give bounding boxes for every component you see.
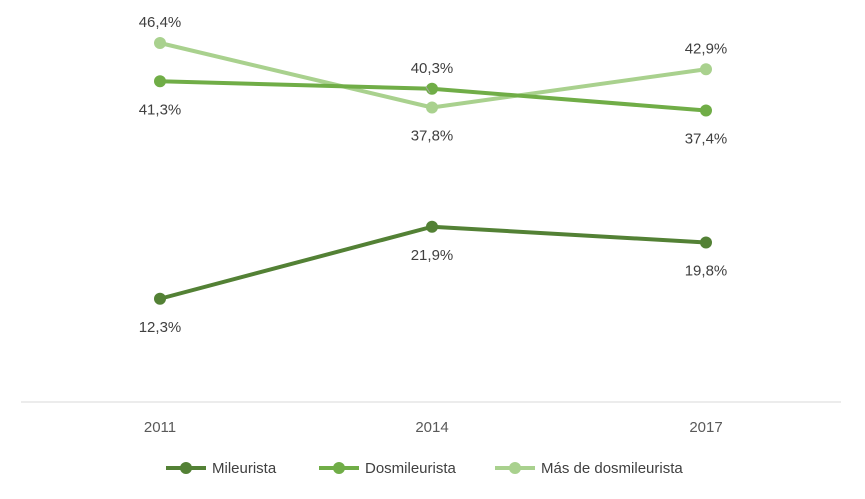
legend-label: Mileurista bbox=[212, 460, 277, 477]
data-point bbox=[426, 82, 438, 95]
legend-marker bbox=[180, 462, 192, 474]
x-tick-label: 2014 bbox=[415, 419, 448, 436]
x-tick-label: 2017 bbox=[689, 419, 722, 436]
legend-marker bbox=[333, 462, 345, 474]
legend-label: Más de dosmileurista bbox=[541, 460, 683, 477]
legend-item: Más de dosmileurista bbox=[495, 460, 683, 477]
data-point bbox=[700, 63, 712, 76]
data-label: 21,9% bbox=[411, 247, 454, 264]
legend-item: Dosmileurista bbox=[319, 460, 457, 477]
data-point bbox=[700, 236, 712, 249]
x-tick-label: 2011 bbox=[144, 419, 176, 436]
legend: Mileurista Dosmileurista Más de dosmileuri… bbox=[166, 460, 683, 477]
label-leader-line bbox=[425, 86, 431, 94]
data-label: 12,3% bbox=[139, 319, 182, 336]
data-labels: 12,3% 21,9% 19,8% 41,3% 40,3% 37,4% 46,4% 37,8%… bbox=[139, 14, 728, 336]
data-point bbox=[154, 75, 166, 88]
data-point bbox=[154, 37, 166, 49]
x-axis-ticks: 2011 2014 2017 bbox=[144, 419, 723, 436]
data-label: 46,4% bbox=[139, 14, 182, 31]
legend-label: Dosmileurista bbox=[365, 460, 457, 477]
data-point bbox=[154, 292, 166, 305]
series-points bbox=[154, 37, 712, 305]
data-point bbox=[426, 101, 438, 114]
data-label: 37,4% bbox=[685, 131, 728, 148]
data-label: 41,3% bbox=[139, 101, 182, 118]
data-label: 19,8% bbox=[685, 263, 728, 280]
data-label: 42,9% bbox=[685, 40, 728, 57]
data-label: 37,8% bbox=[411, 128, 454, 145]
data-label: 40,3% bbox=[411, 60, 454, 77]
legend-marker bbox=[509, 462, 521, 474]
legend-item: Mileurista bbox=[166, 460, 277, 477]
data-point bbox=[426, 220, 438, 233]
data-point bbox=[700, 104, 712, 117]
